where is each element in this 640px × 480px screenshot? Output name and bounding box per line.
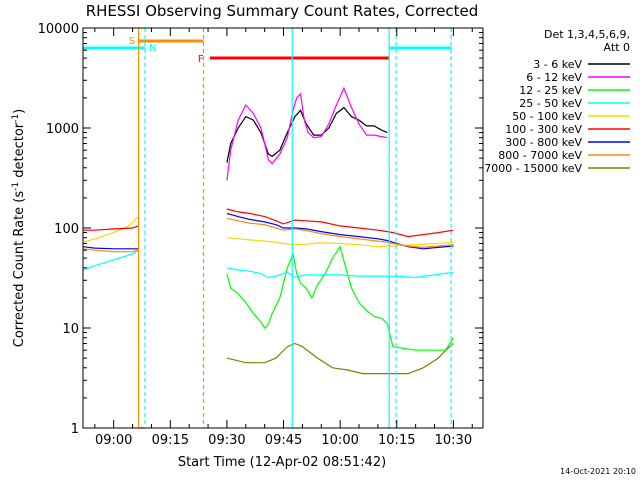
y-tick-label: 10000 [38,22,79,37]
series-100-300-kev [83,208,454,238]
flare-label: F [198,54,204,65]
x-tick-label: 10:00 [321,433,358,448]
x-tick-label: 09:45 [265,433,302,448]
legend-label-7000-15000-kev: 7000 - 15000 keV [484,162,582,175]
series-12-25-kev [226,245,454,351]
series-6-12-kev [140,86,388,429]
x-tick-label: 10:15 [378,433,415,448]
y-tick-label: 10 [62,322,79,337]
night-label: N [149,43,156,54]
legend-label-3-6-kev: 3 - 6 keV [533,58,582,71]
x-axis-label: Start Time (12-Apr-02 08:51:42) [178,455,386,470]
series-3-6-kev [226,106,388,163]
y-axis-label: Corrected Count Rate (s-1 detector-1) [11,109,27,347]
legend-label-300-800-kev: 300 - 800 keV [505,136,582,149]
series-layer [82,86,454,429]
axis-layer: 09:00 09:15 09:30 09:45 10:00 10:15 10:30 1 10 10… [38,22,483,448]
series-7000-15000-kev [226,342,454,375]
annotation-layer: S N F [83,28,452,428]
generation-timestamp: 14-Oct-2021 20:10 [560,467,636,476]
x-tick-label: 09:00 [95,433,132,448]
series-25-50-kev [82,249,454,279]
legend-label-25-50-kev: 25 - 50 keV [519,97,582,110]
x-tick-label: 10:30 [435,433,472,448]
series-800-7000-kev [82,217,454,253]
series-300-800-kev [82,212,454,250]
legend-label-6-12-kev: 6 - 12 keV [526,71,582,84]
y-tick-label: 100 [54,222,79,237]
legend-label-50-100-kev: 50 - 100 keV [512,110,582,123]
x-tick-label: 09:30 [208,433,245,448]
saa-label: S [129,36,135,47]
chart-title: RHESSI Observing Summary Count Rates, Co… [86,2,479,20]
legend-title-attenuator: Att 0 [604,41,630,54]
series-50-100-kev [82,216,454,248]
x-tick-label: 09:15 [152,433,189,448]
legend-label-12-25-kev: 12 - 25 keV [519,84,582,97]
y-tick-label: 1 [71,422,79,437]
y-tick-label: 1000 [46,122,79,137]
legend-label-800-7000-kev: 800 - 7000 keV [498,149,582,162]
legend-label-100-300-kev: 100 - 300 keV [505,123,582,136]
legend-title-detectors: Det 1,3,4,5,6,9, [544,28,630,41]
